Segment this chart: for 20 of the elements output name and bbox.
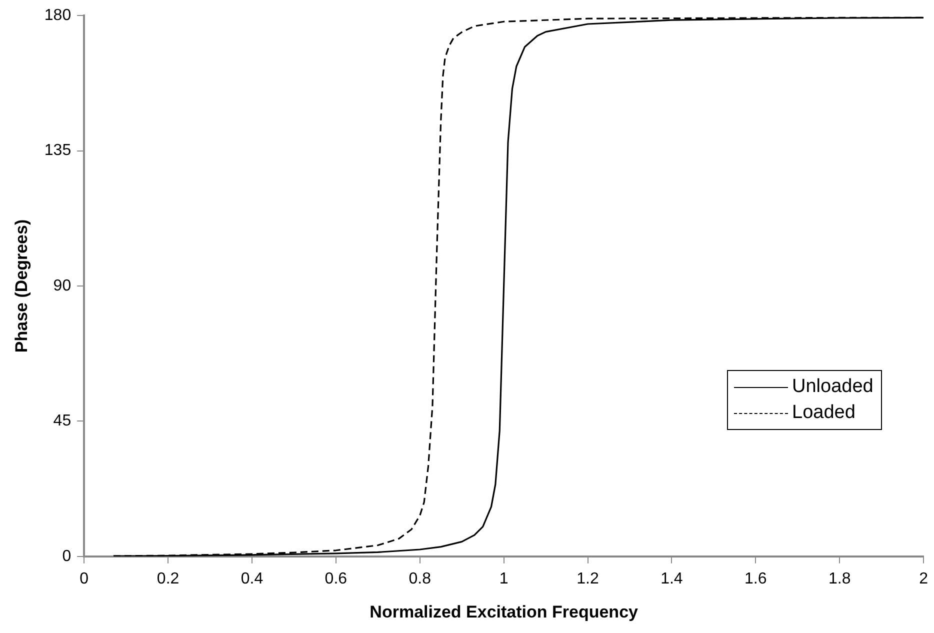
x-tick-label: 0.2 [156, 570, 180, 588]
x-tick-label: 1.2 [576, 570, 599, 588]
legend-label: Unloaded [792, 376, 874, 398]
y-tick-label: 0 [62, 548, 72, 565]
y-tick-label: 45 [53, 412, 72, 430]
y-axis-title: Phase (Degrees) [12, 219, 31, 353]
x-tick-label: 0 [80, 570, 89, 588]
y-tick-label: 90 [53, 277, 72, 294]
x-tick-label: 0.8 [408, 570, 432, 588]
x-tick-label: 2 [919, 570, 928, 588]
x-tick-label: 1.4 [660, 570, 683, 588]
x-tick-label: 0.6 [324, 570, 348, 588]
y-tick-label: 180 [44, 7, 72, 24]
legend-label: Loaded [792, 402, 856, 424]
x-tick-label: 0.4 [240, 570, 264, 588]
x-axis-title: Normalized Excitation Frequency [370, 602, 639, 622]
y-tick-label: 135 [44, 142, 72, 160]
x-tick-label: 1.8 [828, 570, 851, 588]
x-tick-label: 1 [499, 570, 508, 588]
x-tick-label: 1.6 [744, 570, 767, 588]
